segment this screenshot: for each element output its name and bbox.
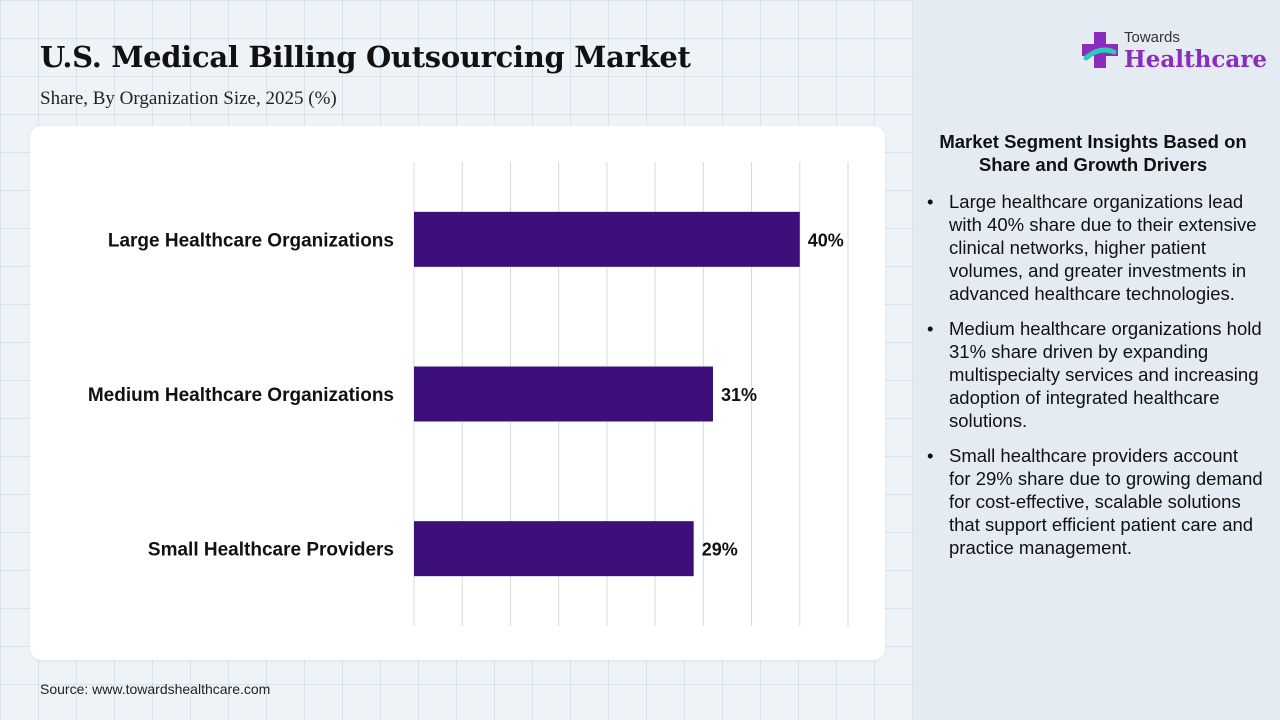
value-label-1: 31% (721, 385, 757, 405)
bar-chart: Large Healthcare Organizations 40% Medium … (88, 162, 849, 626)
source-text: Source: www.towardshealthcare.com (40, 681, 271, 697)
value-label-0: 40% (808, 230, 844, 250)
insight-item-small: Small healthcare providers account for 2… (927, 444, 1263, 559)
logo-brand-text: Healthcare (1124, 46, 1268, 73)
bar-2 (414, 521, 694, 577)
chart-card: Large Healthcare Organizations 40% Medium … (30, 126, 885, 660)
cross-plus-icon (1082, 32, 1118, 68)
value-label-2: 29% (702, 540, 738, 560)
page-title: U.S. Medical Billing Outsourcing Market (40, 40, 691, 74)
category-label-0: Large Healthcare Organizations (108, 230, 394, 251)
page-subtitle: Share, By Organization Size, 2025 (%) (40, 88, 337, 109)
bar-0 (414, 211, 800, 267)
insight-item-large: Large healthcare organizations lead with… (927, 190, 1263, 305)
logo-top-text: Towards (1124, 29, 1180, 46)
bar-1 (414, 366, 713, 422)
category-label-2: Small Healthcare Providers (148, 540, 394, 561)
insight-item-medium: Medium healthcare organizations hold 31%… (927, 317, 1263, 432)
insights-list: Large healthcare organizations lead with… (927, 190, 1263, 571)
insights-title: Market Segment Insights Based on Share a… (939, 131, 1247, 175)
category-label-1: Medium Healthcare Organizations (88, 385, 394, 406)
